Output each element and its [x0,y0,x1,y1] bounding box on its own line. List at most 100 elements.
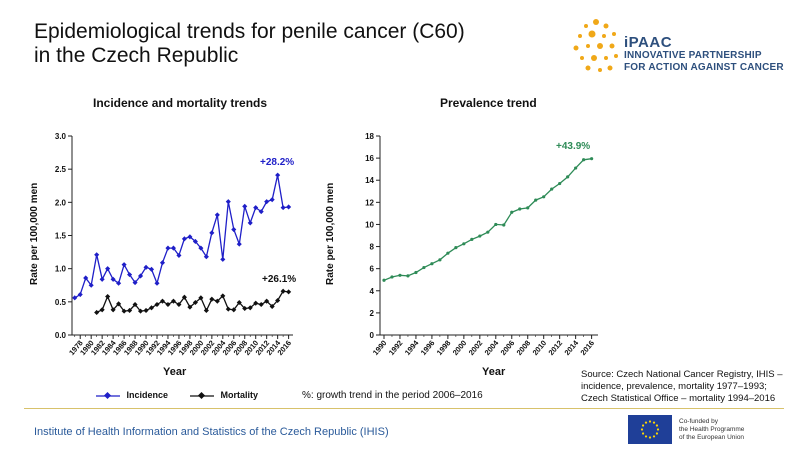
incidence-chart-incidence-point [127,272,133,278]
logo-dot-16 [598,68,602,72]
incidence-chart-mortality-point [258,301,264,308]
incidence-chart-mortality-point [275,297,281,304]
eu-text-line-3: of the European Union [679,434,745,441]
incidence-chart-mortality-point [247,305,253,311]
logo-dot-0 [593,19,599,25]
incidence-chart-mortality-point [280,288,286,294]
incidence-chart-incidence-point [192,238,198,245]
incidence-chart-incidence-point [165,245,171,251]
incidence-chart-incidence-point [143,264,149,270]
incidence-chart-incidence-point [105,266,111,272]
incidence-chart-incidence-point [181,236,187,242]
prevalence-chart-prevalence-point [526,206,530,210]
prevalence-chart-prevalence-point [438,258,442,262]
prevalence-chart-y-tick-label: 10 [365,220,374,229]
logo-dot-5 [602,34,606,38]
prevalence-chart-x-tick-label: 2016 [579,339,597,358]
incidence-chart-mortality-point [138,308,144,314]
incidence-chart-incidence-growth-label: +28.2% [260,157,294,168]
eu-star-11 [655,424,659,427]
growth-trend-note: %: growth trend in the period 2006–2016 [302,390,483,401]
incidence-chart-incidence-point [203,254,209,260]
incidence-chart-mortality-point [170,298,176,304]
logo-dot-2 [603,23,609,29]
incidence-chart-mortality-point [231,307,237,313]
incidence-chart-mortality-point [181,294,187,300]
incidence-chart-mortality-point [198,295,204,301]
incidence-chart-incidence-point [187,234,193,240]
prevalence-chart-y-tick-label: 2 [370,309,375,318]
incidence-chart-incidence-point [280,205,286,211]
logo-word: iPAAC [624,34,673,51]
eu-star-8 [644,421,648,424]
incidence-chart-incidence-line [74,174,289,299]
incidence-chart-mortality-point [242,305,248,312]
prevalence-chart-y-tick-label: 16 [365,154,374,163]
prevalence-chart-prevalence-point [454,246,458,250]
logo-dot-3 [578,34,582,38]
prevalence-chart-prevalence-point [518,207,522,211]
prevalence-chart-y-tick-label: 12 [365,198,374,207]
eu-star-6 [640,428,644,431]
prevalence-chart-prevalence-point [566,175,570,179]
incidence-chart-incidence-point [242,203,248,209]
eu-star-1 [655,432,659,435]
incidence-chart-y-tick-label: 3.0 [55,132,67,141]
logo-dot-4 [588,30,596,38]
prevalence-chart-prevalence-point [574,166,578,170]
eu-star-9 [648,420,652,423]
prevalence-chart-x-tick-label: 2008 [515,339,533,358]
prevalence-chart-prevalence-point [406,274,410,278]
incidence-chart-incidence-point [176,252,182,258]
page-title: Epidemiological trends for penile cancer… [34,20,465,67]
prevalence-chart-x-tick-label: 2002 [467,339,485,358]
prevalence-chart-prevalence-point [534,198,538,202]
prevalence-chart-prevalence-point [590,157,594,161]
prevalence-chart-prevalence-point [502,223,506,227]
mortality-legend-marker [190,391,214,399]
eu-cofunding-text: Co-funded by the Health Programme of the… [679,418,744,442]
prevalence-chart-prevalence-point [550,187,554,191]
legend-item-mortality: Mortality [190,390,258,401]
incidence-chart-mortality-point [286,289,292,295]
eu-flag-background [628,415,672,444]
incidence-chart-mortality-point [264,298,270,304]
eu-star-10 [652,421,656,424]
incidence-chart-incidence-point [225,199,231,205]
incidence-chart-incidence-point [159,260,166,266]
eu-flag-icon [628,415,672,444]
incidence-chart-mortality-point [116,301,122,307]
logo-dot-9 [597,43,603,49]
logo-dot-6 [612,32,616,36]
incidence-chart-mortality-point [225,306,231,312]
prevalence-chart-y-tick-label: 14 [365,176,374,185]
incidence-chart-mortality-point [148,305,155,311]
incidence-legend-marker [96,391,120,399]
prevalence-chart-prevalence-line [383,158,592,281]
incidence-chart-incidence-point [83,275,89,281]
eu-text-line-1: Co-funded by [679,418,719,425]
incidence-chart-incidence-point [94,252,100,258]
prevalence-chart-prevalence-point [470,237,474,241]
logo-dot-14 [614,54,618,58]
prevalence-chart-y-tick-label: 4 [370,287,375,296]
logo-tagline-2: FOR ACTION AGAINST CANCER [624,62,784,73]
incidence-chart-incidence-point [247,220,253,226]
institute-name: Institute of Health Information and Stat… [34,426,389,438]
incidence-chart-mortality-point [269,303,275,310]
logo-dot-13 [604,56,608,60]
prevalence-chart-x-tick-label: 1996 [419,339,437,358]
legend-label-mortality: Mortality [220,390,259,400]
incidence-chart-mortality-growth-label: +26.1% [262,274,296,285]
logo-tagline-1: INNOVATIVE PARTNERSHIP [624,50,762,61]
incidence-chart-incidence-point [253,205,259,211]
incidence-chart-incidence-point [231,226,237,233]
prevalence-chart-x-tick-label: 1990 [371,339,389,358]
prevalence-chart-prevalence-point [462,242,466,246]
prevalence-chart-x-tick-label: 2004 [483,338,501,357]
incidence-chart-title: Incidence and mortality trends [93,96,268,110]
incidence-chart-mortality-point [121,308,127,314]
incidence-chart-y-tick-label: 1.5 [55,232,67,241]
prevalence-chart-y-tick-label: 6 [370,265,375,274]
logo-dot-10 [609,43,615,49]
